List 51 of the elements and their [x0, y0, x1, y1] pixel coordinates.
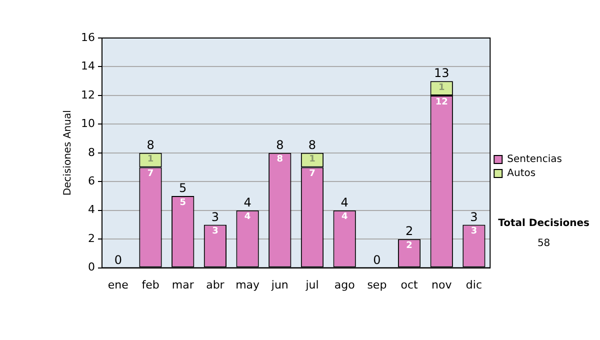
total-label: 8: [276, 138, 284, 152]
x-tick-label: oct: [400, 278, 419, 292]
x-tick-label: ago: [334, 278, 356, 292]
data-label: 4: [244, 212, 251, 222]
y-tick-label: 16: [80, 30, 95, 44]
y-tick-label: 0: [88, 260, 95, 274]
data-label: 1: [309, 154, 316, 165]
total-label: 0: [373, 252, 381, 267]
data-label: 2: [406, 240, 412, 251]
x-tick-label: may: [236, 278, 260, 292]
total-label: 2: [405, 224, 414, 238]
data-label: 5: [180, 198, 186, 208]
total-label: 0: [114, 252, 122, 267]
total-label: 4: [244, 195, 252, 210]
y-tick-label: 14: [80, 60, 95, 73]
x-tick-label: nov: [432, 278, 452, 292]
x-tick-label: jun: [270, 278, 288, 292]
data-label: 1: [438, 82, 445, 93]
y-tick-label: 4: [88, 203, 95, 216]
data-label: 7: [309, 169, 316, 180]
data-label: 3: [212, 226, 218, 237]
legend-label: Autos: [507, 168, 536, 180]
x-tick-label: jul: [304, 278, 319, 292]
y-tick-label: 12: [80, 88, 95, 102]
total-label: 4: [340, 195, 348, 210]
y-tick-label: 2: [88, 232, 95, 245]
total-label: 13: [434, 66, 450, 80]
total-label: 3: [211, 210, 220, 224]
data-label: 1: [147, 154, 154, 165]
data-label: 3: [470, 226, 478, 237]
total-label: 8: [308, 138, 316, 152]
data-label: 4: [341, 212, 348, 222]
total-label: 3: [470, 210, 478, 224]
data-label: 12: [435, 97, 448, 108]
text: 58: [537, 238, 550, 250]
y-axis-title: Decisiones Anual: [62, 110, 74, 196]
x-tick-label: mar: [172, 278, 194, 292]
x-tick-label: dic: [466, 278, 482, 292]
x-tick-label: abr: [206, 278, 225, 292]
y-tick-label: 8: [88, 146, 95, 159]
data-label: 8: [276, 154, 284, 165]
text: Total Decisiones: [498, 218, 590, 230]
x-tick-label: feb: [142, 278, 160, 292]
data-label: 7: [147, 169, 154, 180]
total-label: 5: [179, 181, 187, 196]
x-tick-label: ene: [108, 278, 129, 292]
y-tick-label: 10: [80, 117, 95, 130]
legend-label: Sentencias: [507, 154, 562, 166]
total-label: 8: [146, 138, 154, 152]
x-tick-label: sep: [367, 278, 387, 292]
y-tick-label: 6: [88, 174, 95, 188]
